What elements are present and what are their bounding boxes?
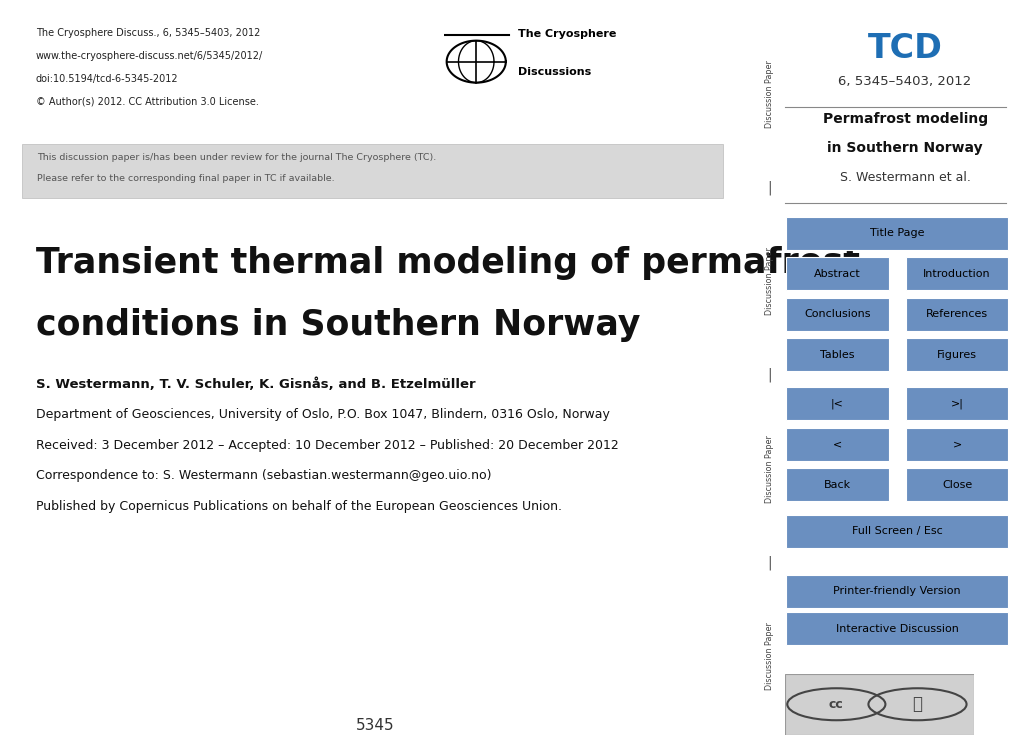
Bar: [786, 427, 888, 460]
Text: Transient thermal modeling of permafrost: Transient thermal modeling of permafrost: [36, 246, 859, 280]
Bar: [786, 387, 888, 420]
Text: References: References: [925, 309, 987, 320]
Text: |: |: [767, 555, 771, 570]
Text: |<: |<: [830, 398, 843, 409]
Text: S. Westermann, T. V. Schuler, K. Gisnås, and B. Etzelmüller: S. Westermann, T. V. Schuler, K. Gisnås,…: [36, 377, 475, 391]
Text: <: <: [833, 439, 842, 449]
Bar: [905, 468, 1008, 501]
Text: Discussions: Discussions: [517, 68, 590, 77]
Text: Published by Copernicus Publications on behalf of the European Geosciences Union: Published by Copernicus Publications on …: [36, 500, 561, 513]
Text: Department of Geosciences, University of Oslo, P.O. Box 1047, Blindern, 0316 Osl: Department of Geosciences, University of…: [36, 408, 609, 421]
Text: Interactive Discussion: Interactive Discussion: [835, 623, 958, 634]
Text: Correspondence to: S. Westermann (sebastian.westermann@geo.uio.no): Correspondence to: S. Westermann (sebast…: [36, 470, 491, 482]
Text: S. Westermann et al.: S. Westermann et al.: [839, 171, 970, 184]
Text: Full Screen / Esc: Full Screen / Esc: [851, 526, 942, 536]
Text: This discussion paper is/has been under review for the journal The Cryosphere (T: This discussion paper is/has been under …: [38, 153, 436, 162]
Text: Figures: Figures: [936, 350, 976, 360]
Bar: [786, 468, 888, 501]
Bar: [905, 298, 1008, 331]
Text: Tables: Tables: [819, 350, 854, 360]
Text: |: |: [767, 368, 771, 382]
Text: Title Page: Title Page: [869, 228, 923, 238]
Text: Back: Back: [823, 479, 850, 490]
Bar: [786, 574, 1007, 608]
Text: doi:10.5194/tcd-6-5345-2012: doi:10.5194/tcd-6-5345-2012: [36, 74, 178, 83]
Text: >: >: [952, 439, 961, 449]
Text: www.the-cryosphere-discuss.net/6/5345/2012/: www.the-cryosphere-discuss.net/6/5345/20…: [36, 51, 263, 61]
Text: Discussion Paper: Discussion Paper: [764, 60, 773, 128]
Text: Conclusions: Conclusions: [804, 309, 870, 320]
Bar: [786, 217, 1007, 250]
Text: Discussion Paper: Discussion Paper: [764, 435, 773, 502]
Bar: [905, 387, 1008, 420]
Text: Abstract: Abstract: [813, 268, 860, 279]
Text: The Cryosphere: The Cryosphere: [517, 29, 615, 39]
Bar: [905, 427, 1008, 460]
Text: cc: cc: [828, 698, 843, 711]
Bar: [786, 338, 888, 371]
Text: 5345: 5345: [356, 718, 393, 734]
Bar: [786, 257, 888, 290]
Text: Introduction: Introduction: [922, 268, 989, 279]
Text: Please refer to the corresponding final paper in TC if available.: Please refer to the corresponding final …: [38, 174, 335, 183]
Bar: [786, 514, 1007, 548]
Text: Permafrost modeling: Permafrost modeling: [821, 112, 986, 127]
Text: The Cryosphere Discuss., 6, 5345–5403, 2012: The Cryosphere Discuss., 6, 5345–5403, 2…: [36, 28, 260, 38]
Text: Received: 3 December 2012 – Accepted: 10 December 2012 – Published: 20 December : Received: 3 December 2012 – Accepted: 10…: [36, 439, 619, 452]
Text: Printer-friendly Version: Printer-friendly Version: [833, 586, 960, 596]
Text: ⓘ: ⓘ: [912, 695, 921, 713]
Text: in Southern Norway: in Southern Norway: [826, 141, 982, 155]
Bar: [786, 298, 888, 331]
Bar: [905, 257, 1008, 290]
Text: TCD: TCD: [867, 32, 942, 64]
Text: Discussion Paper: Discussion Paper: [764, 622, 773, 690]
Text: Discussion Paper: Discussion Paper: [764, 248, 773, 315]
Bar: [786, 612, 1007, 645]
Text: © Author(s) 2012. CC Attribution 3.0 License.: © Author(s) 2012. CC Attribution 3.0 Lic…: [36, 96, 259, 106]
Text: >|: >|: [950, 398, 963, 409]
Text: |: |: [767, 180, 771, 195]
Text: Close: Close: [941, 479, 971, 490]
Text: conditions in Southern Norway: conditions in Southern Norway: [36, 308, 640, 341]
Bar: [22, 144, 722, 198]
Bar: [905, 338, 1008, 371]
Text: 6, 5345–5403, 2012: 6, 5345–5403, 2012: [838, 75, 971, 88]
